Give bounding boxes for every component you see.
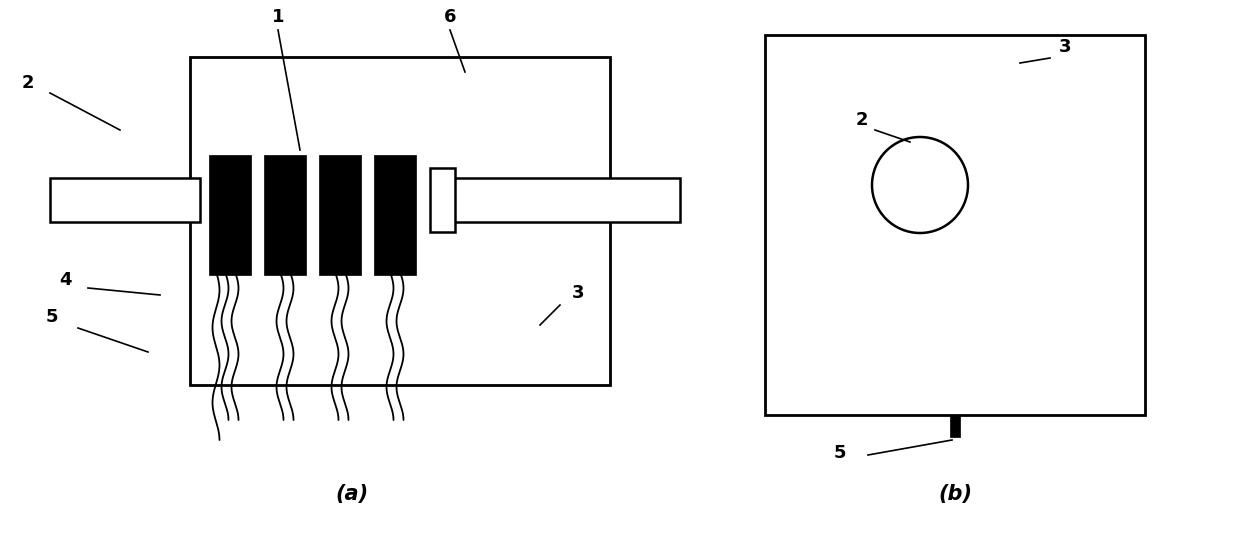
Text: 3: 3: [1059, 38, 1072, 56]
Bar: [950, 415, 960, 437]
Circle shape: [872, 137, 968, 233]
Bar: [209, 155, 252, 275]
Bar: [440, 178, 680, 222]
Text: (a): (a): [336, 484, 368, 504]
Bar: [764, 35, 1145, 415]
Bar: [264, 155, 306, 275]
Text: 3: 3: [571, 284, 585, 302]
Bar: [50, 178, 199, 222]
Text: (b): (b): [938, 484, 973, 504]
Text: 2: 2: [856, 111, 869, 129]
Text: 5: 5: [46, 308, 58, 326]
Text: 2: 2: [22, 74, 35, 92]
Bar: [430, 168, 455, 232]
Text: 5: 5: [834, 444, 846, 462]
Bar: [374, 155, 416, 275]
Text: 4: 4: [58, 271, 72, 289]
Text: 1: 1: [271, 8, 284, 26]
Bar: [318, 155, 361, 275]
Text: 6: 6: [444, 8, 456, 26]
Bar: [190, 57, 610, 385]
